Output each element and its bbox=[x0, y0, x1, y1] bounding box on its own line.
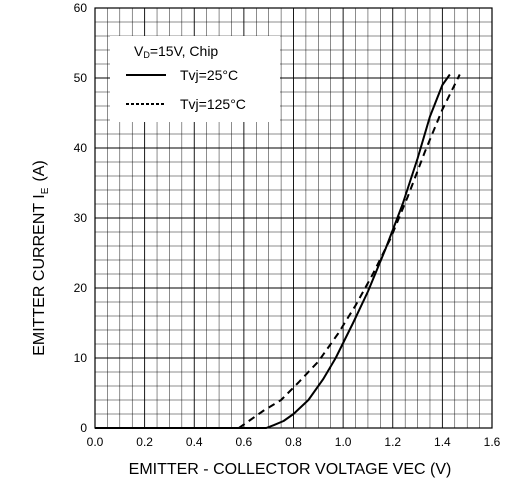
series-line-tvj-25c bbox=[95, 73, 451, 429]
axes bbox=[94, 7, 493, 429]
x-tick-label: 0.0 bbox=[87, 435, 104, 449]
x-tick-label: 0.6 bbox=[236, 435, 253, 449]
x-tick-label: 0.2 bbox=[136, 435, 153, 449]
x-axis-title: EMITTER - COLLECTOR VOLTAGE VEC (V) bbox=[129, 461, 452, 478]
x-tick-label: 1.4 bbox=[434, 435, 451, 449]
y-tick-label: 40 bbox=[74, 141, 88, 155]
legend: VD=15V, Chip Tvj=25°C Tvj=125°C bbox=[110, 36, 280, 122]
series-layer bbox=[95, 73, 461, 429]
x-tick-label: 1.2 bbox=[384, 435, 401, 449]
tick-labels: 0.0 0.2 0.4 0.6 0.8 1.0 1.2 1.4 1.6 0 10 20 30 40 50 60 bbox=[74, 1, 501, 449]
y-axis-title: EMITTER CURRENT IE(A) bbox=[31, 160, 51, 355]
plot-frame bbox=[94, 7, 493, 429]
y-tick-label: 60 bbox=[74, 1, 88, 15]
legend-label-125c: Tvj=125°C bbox=[180, 96, 246, 112]
legend-label-25c: Tvj=25°C bbox=[180, 67, 238, 83]
y-tick-label: 30 bbox=[74, 211, 88, 225]
legend-condition: VD=15V, Chip bbox=[134, 43, 218, 60]
y-tick-label: 10 bbox=[74, 351, 88, 365]
legend-box bbox=[110, 36, 280, 122]
x-tick-label: 0.4 bbox=[186, 435, 203, 449]
y-tick-label: 50 bbox=[74, 71, 88, 85]
y-tick-label: 20 bbox=[74, 281, 88, 295]
x-tick-label: 0.8 bbox=[285, 435, 302, 449]
x-tick-label: 1.0 bbox=[335, 435, 352, 449]
y-tick-label: 0 bbox=[80, 421, 87, 435]
x-tick-label: 1.6 bbox=[484, 435, 501, 449]
